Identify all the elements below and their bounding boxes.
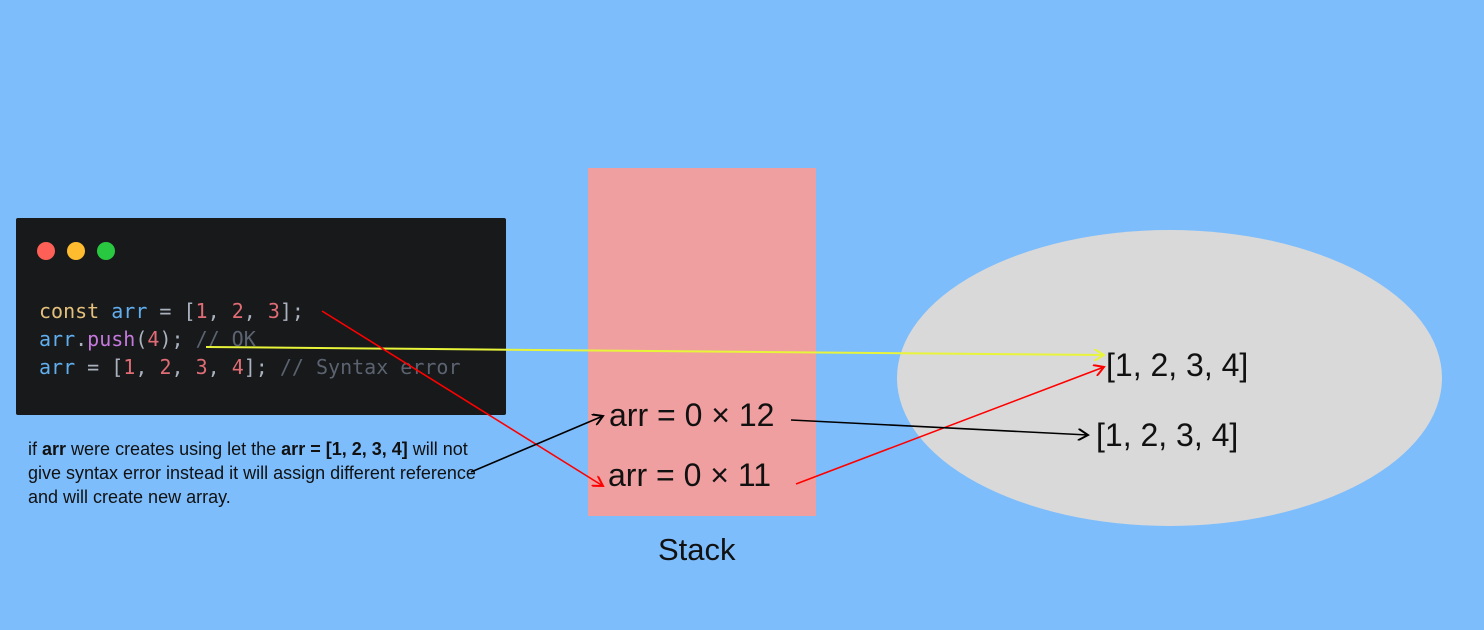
window-minimize-dot — [67, 242, 85, 260]
code-token: 2 — [231, 299, 244, 323]
note-text-1: if — [28, 439, 43, 459]
code-token: 4 — [231, 355, 244, 379]
arrow-black-note-to-stack — [470, 416, 603, 473]
code-token: 4 — [147, 327, 160, 351]
note-bold-assignment: arr = [1, 2, 3, 4] — [281, 439, 408, 459]
note-text-2: were creates using let the — [66, 439, 282, 459]
code-token: ); — [159, 327, 196, 351]
code-token: arr — [39, 355, 76, 379]
heap-array-top: [1, 2, 3, 4] — [1106, 347, 1249, 383]
code-token: , — [207, 355, 232, 379]
code-token: arr — [39, 327, 76, 351]
code-token: 2 — [159, 355, 172, 379]
code-token: 1 — [123, 355, 136, 379]
code-token: , — [243, 299, 268, 323]
code-token: 3 — [195, 355, 208, 379]
code-token: 3 — [267, 299, 280, 323]
code-token: // Syntax error — [279, 355, 461, 379]
code-window: const arr = [1, 2, 3]; arr.push(4); // O… — [16, 218, 506, 415]
code-token: ( — [135, 327, 148, 351]
code-line: arr.push(4); // OK — [39, 327, 256, 351]
stack-entry-ref-12: arr = 0 × 12 — [609, 397, 775, 433]
code-token: , — [135, 355, 160, 379]
note-bold-arr: arr — [42, 439, 67, 459]
code-token: [ — [111, 355, 124, 379]
code-token: arr — [111, 299, 148, 323]
code-token: , — [171, 355, 196, 379]
heap-array-bottom: [1, 2, 3, 4] — [1096, 417, 1239, 453]
code-line: arr = [1, 2, 3, 4]; // Syntax error — [39, 355, 461, 379]
stack-label: Stack — [658, 532, 736, 567]
explanation-note: if arr were creates using let the arr = … — [28, 437, 488, 509]
code-token: ]; — [279, 299, 304, 323]
stack-entry-ref-11: arr = 0 × 11 — [608, 457, 772, 493]
stack-box — [588, 168, 816, 516]
code-token: push — [87, 327, 136, 351]
code-token: ]; — [243, 355, 280, 379]
code-token: 1 — [195, 299, 208, 323]
code-token: const — [39, 299, 112, 323]
code-line: const arr = [1, 2, 3]; — [39, 299, 304, 323]
code-token: . — [75, 327, 88, 351]
code-token: , — [207, 299, 232, 323]
code-token: // OK — [195, 327, 256, 351]
window-close-dot — [37, 242, 55, 260]
code-token: = — [75, 355, 112, 379]
window-maximize-dot — [97, 242, 115, 260]
code-block: const arr = [1, 2, 3]; arr.push(4); // O… — [39, 297, 461, 381]
code-token: = — [147, 299, 184, 323]
code-token: [ — [183, 299, 196, 323]
